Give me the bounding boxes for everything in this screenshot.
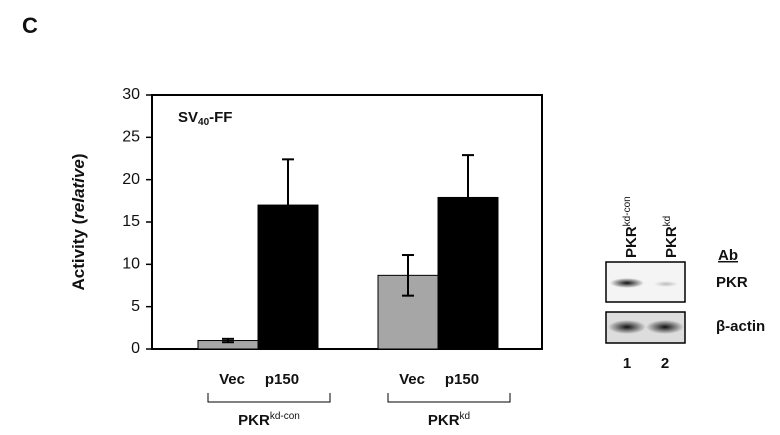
y-tick-label: 20 [122, 171, 140, 188]
lane-label: PKRkd-con [622, 196, 640, 258]
antibody-header: Ab [718, 247, 738, 264]
lane-number: 2 [661, 355, 669, 372]
x-tick-label: p150 [265, 371, 299, 388]
y-tick-label: 10 [122, 256, 140, 273]
x-tick-label: p150 [445, 371, 479, 388]
group-label-sup: kd-con [270, 411, 300, 422]
y-tick-label: 25 [122, 129, 140, 146]
x-tick-label: Vec [219, 371, 245, 388]
antibody-label: PKR [716, 274, 748, 291]
y-axis-label: Activity (relative) [69, 153, 88, 290]
panel-label: C [22, 13, 38, 38]
y-tick-label: 30 [122, 86, 140, 103]
group-bracket [388, 393, 510, 402]
y-tick-label: 15 [122, 213, 140, 230]
group-label-base: PKR [238, 412, 270, 429]
lane-label: PKRkd [662, 216, 680, 258]
y-tick-label: 5 [131, 298, 140, 315]
group-label: PKRkd [428, 411, 470, 429]
western-blot [606, 262, 685, 343]
group-bracket [208, 393, 330, 402]
antibody-label: β-actin [716, 318, 765, 335]
y-tick-label: 0 [131, 340, 140, 357]
inset-label: SV40-FF [178, 109, 232, 128]
group-label-sup: kd [460, 411, 471, 422]
lane-number: 1 [623, 355, 631, 372]
figure: C SV40-FF Activity (relative) PKRkd-con … [0, 0, 780, 435]
group-label: PKRkd-con [238, 411, 300, 429]
group-label-base: PKR [428, 412, 460, 429]
x-tick-label: Vec [399, 371, 425, 388]
